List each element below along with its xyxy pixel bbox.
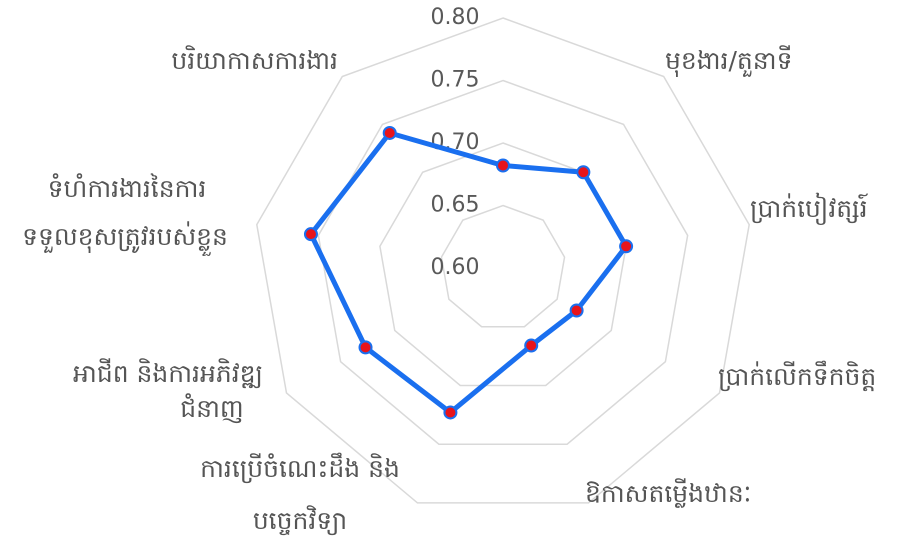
category-label: មុខងារ/តួនាទី: [665, 45, 792, 77]
category-label: ប្រាក់លើកទឹកចិត្ត: [718, 360, 876, 392]
category-label: ទំហំការងារនៃការ: [48, 173, 207, 203]
data-point: [576, 165, 591, 180]
tick-label: 0.75: [431, 68, 480, 93]
category-label: បច្ចេកវិទ្យា: [253, 505, 347, 536]
data-point: [619, 239, 634, 254]
grid-ring: [317, 79, 689, 445]
data-point: [524, 338, 539, 353]
category-label: អាជីព និងការអភិវឌ្ឍ: [73, 358, 263, 389]
category-label: ជំនាញ: [180, 393, 243, 424]
tick-label: 0.65: [431, 193, 480, 218]
grid-ring: [256, 17, 750, 504]
tick-label: 0.60: [431, 255, 480, 280]
data-point: [303, 227, 318, 242]
data-point: [443, 405, 458, 420]
category-label: ប្រាក់បៀវត្សរ៍: [750, 192, 869, 225]
category-label: បរិយាកាសការងារ: [171, 45, 338, 75]
grid-ring: [440, 204, 566, 328]
category-label: ឱកាសតម្លើងឋានៈ: [585, 478, 751, 508]
category-label: ទទួលខុសត្រូវរបស់ខ្លួន: [22, 221, 228, 256]
data-point: [358, 340, 373, 355]
category-label: ការប្រើចំណេះដឹង និង: [200, 452, 400, 484]
series-line: [308, 130, 629, 415]
data-point: [569, 303, 584, 318]
data-point: [496, 158, 510, 173]
data-point: [382, 125, 397, 140]
tick-label: 0.80: [431, 5, 480, 30]
